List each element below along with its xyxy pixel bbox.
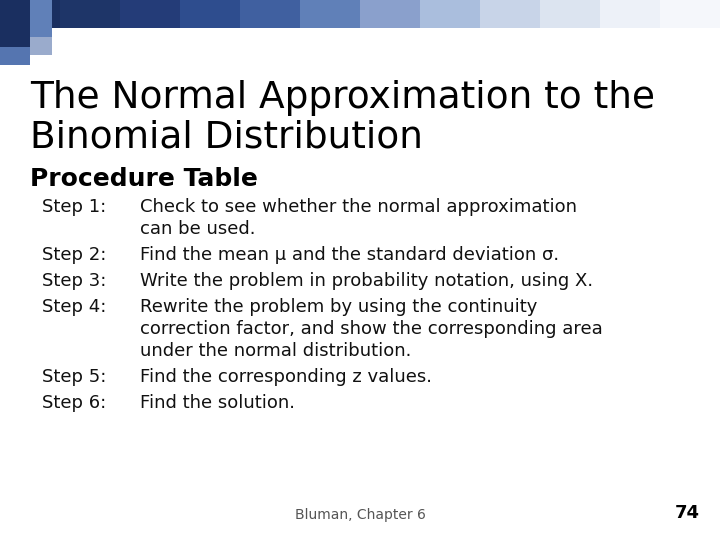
Text: 74: 74 [675,504,700,522]
Bar [120,0,180,28]
Bar [600,0,660,28]
Text: Binomial Distribution: Binomial Distribution [30,120,423,156]
Bar [0,0,60,28]
Bar [480,0,540,28]
Bar [30,37,52,55]
Bar [420,0,480,28]
Bar [240,0,300,28]
Bar [0,0,30,48]
Bar [300,0,360,28]
Text: Find the solution.: Find the solution. [140,394,295,412]
Text: Step 2:: Step 2: [42,246,107,264]
Text: Step 6:: Step 6: [42,394,107,412]
Text: Step 5:: Step 5: [42,368,107,386]
Bar [0,47,30,65]
Text: can be used.: can be used. [140,220,256,238]
Text: Check to see whether the normal approximation: Check to see whether the normal approxim… [140,198,577,216]
Text: Bluman, Chapter 6: Bluman, Chapter 6 [294,508,426,522]
Text: Procedure Table: Procedure Table [30,167,258,191]
Bar [60,0,120,28]
Text: correction factor, and show the corresponding area: correction factor, and show the correspo… [140,320,603,338]
Bar [30,0,52,38]
Bar [180,0,240,28]
Text: Rewrite the problem by using the continuity: Rewrite the problem by using the continu… [140,298,537,316]
Text: under the normal distribution.: under the normal distribution. [140,342,411,360]
Text: Step 1:: Step 1: [42,198,107,216]
Bar [540,0,600,28]
Text: Step 3:: Step 3: [42,272,107,290]
Text: Find the mean μ and the standard deviation σ.: Find the mean μ and the standard deviati… [140,246,559,264]
Text: The Normal Approximation to the: The Normal Approximation to the [30,80,655,116]
Text: Write the problem in probability notation, using Χ.: Write the problem in probability notatio… [140,272,593,290]
Text: Find the corresponding z values.: Find the corresponding z values. [140,368,432,386]
Bar [360,0,420,28]
Text: Step 4:: Step 4: [42,298,107,316]
Bar [660,0,720,28]
